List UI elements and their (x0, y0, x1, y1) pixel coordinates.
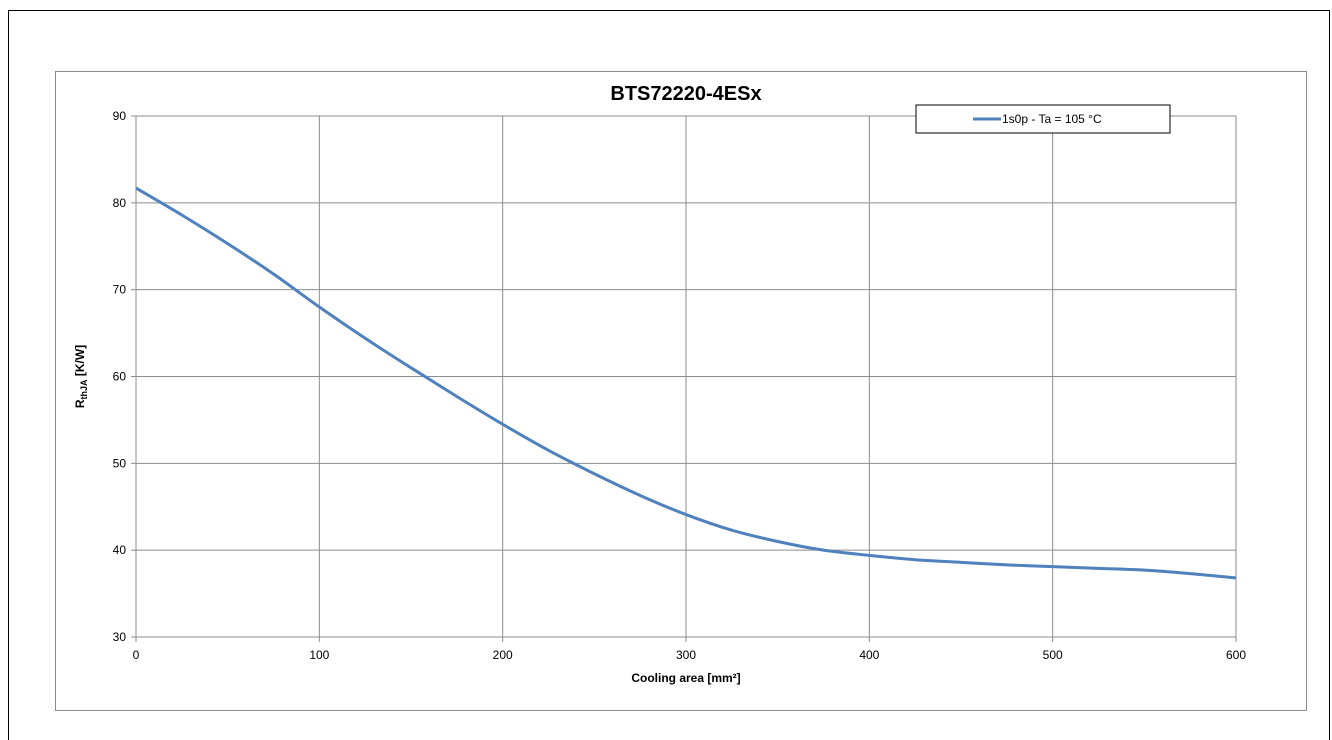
x-tick-label: 600 (1226, 648, 1246, 662)
grid-lines (131, 115, 1237, 642)
x-tick-label: 500 (1043, 648, 1063, 662)
chart-area: 30 40 50 60 70 80 90 0 100 200 300 400 500 600 BTS722… (55, 71, 1307, 711)
chart-title: BTS72220-4ESx (610, 83, 761, 105)
y-tick-label: 50 (113, 456, 127, 470)
y-tick-label: 30 (113, 630, 127, 644)
x-tick-label: 300 (676, 648, 696, 662)
x-tick-label: 100 (309, 648, 329, 662)
chart-outer-frame: 30 40 50 60 70 80 90 0 100 200 300 400 500 600 BTS722… (8, 10, 1330, 740)
y-axis-title-main: R (73, 399, 87, 408)
y-tick-label: 60 (113, 370, 127, 384)
series-layer (135, 186, 1237, 580)
legend: 1s0p - Ta = 105 °C (915, 104, 1171, 134)
y-tick-label: 70 (113, 283, 127, 297)
y-axis-title: RthJA [K/W] (73, 345, 89, 408)
line-chart: 30 40 50 60 70 80 90 0 100 200 300 400 500 600 BTS722… (73, 83, 1247, 685)
tick-labels: 30 40 50 60 70 80 90 0 100 200 300 400 500 600 (113, 109, 1247, 662)
y-tick-label: 90 (113, 109, 127, 123)
y-axis-title-unit: [K/W] (73, 345, 87, 380)
legend-box (915, 104, 1171, 134)
x-tick-label: 0 (133, 648, 140, 662)
y-axis-title-subscript: thJA (79, 379, 89, 400)
x-axis-title: Cooling area [mm²] (631, 671, 740, 685)
y-tick-label: 80 (113, 196, 127, 210)
y-tick-label: 40 (113, 543, 127, 557)
x-tick-label: 200 (493, 648, 513, 662)
series-line (135, 186, 1237, 580)
x-tick-label: 400 (859, 648, 879, 662)
legend-label: 1s0p - Ta = 105 °C (1002, 112, 1102, 126)
